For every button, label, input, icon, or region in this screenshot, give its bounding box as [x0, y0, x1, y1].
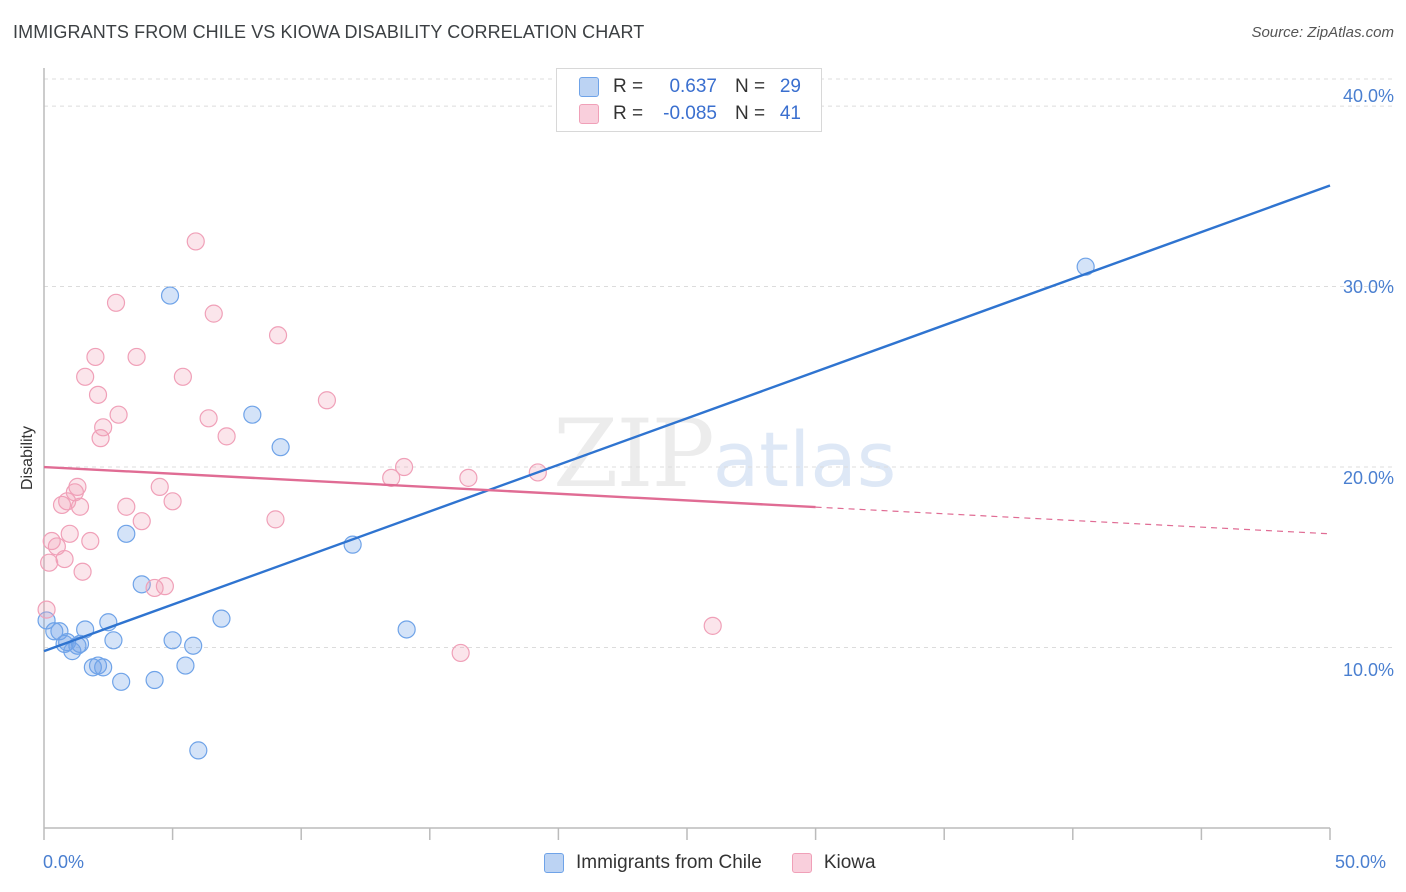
- chile-data-point: [243, 405, 262, 424]
- chile-data-point: [189, 741, 208, 760]
- chile-data-point: [104, 631, 123, 650]
- y-tick-label: 40.0%: [1342, 86, 1394, 106]
- y-tick-label: 30.0%: [1342, 277, 1394, 297]
- legend-swatch-kiowa: [791, 853, 812, 873]
- legend-row-chile: R = 0.637 N = 29: [579, 74, 801, 100]
- legend-r-value: 0.637: [669, 76, 717, 97]
- kiowa-data-point: [703, 616, 722, 635]
- y-axis-label: Disability: [19, 425, 36, 491]
- y-tick-label: 20.0%: [1342, 468, 1394, 488]
- chile-data-point: [145, 670, 164, 690]
- kiowa-data-point: [127, 347, 146, 367]
- kiowa-data-point: [91, 429, 110, 448]
- legend-n-label: N =: [735, 76, 766, 97]
- trend-lines: [43, 184, 1331, 653]
- kiowa-data-point: [186, 232, 205, 251]
- chile-data-point: [94, 658, 113, 677]
- watermark-atlas: atlas: [712, 415, 897, 504]
- kiowa-data-point: [109, 405, 128, 424]
- kiowa-data-point: [394, 457, 414, 477]
- kiowa-data-point: [459, 468, 478, 487]
- kiowa-data-point: [73, 562, 92, 581]
- kiowa-data-point: [81, 531, 100, 551]
- kiowa-data-point: [86, 347, 105, 367]
- legend-r-label: R =: [613, 76, 644, 97]
- kiowa-data-point: [76, 367, 95, 386]
- kiowa-data-point: [106, 293, 126, 312]
- chile-data-point: [117, 524, 136, 543]
- kiowa-data-point: [68, 477, 87, 496]
- kiowa-data-point: [55, 549, 74, 569]
- source-label: Source: ZipAtlas.com: [1251, 24, 1394, 41]
- axes: [43, 68, 1331, 840]
- kiowa-data-point: [266, 510, 285, 529]
- kiowa-data-point: [117, 497, 136, 516]
- chart-title: IMMIGRANTS FROM CHILE VS KIOWA DISABILIT…: [13, 22, 645, 42]
- kiowa-data-point: [317, 391, 337, 410]
- series-legend: Immigrants from Chile Kiowa: [544, 852, 906, 874]
- kiowa-data-point: [204, 304, 223, 323]
- kiowa-data-point: [268, 326, 288, 345]
- legend-row-kiowa: R = -0.085 N = 41: [579, 101, 801, 127]
- legend-swatch-chile: [544, 853, 564, 873]
- chile-data-point: [160, 286, 180, 305]
- kiowa-data-point: [150, 477, 169, 496]
- legend-n-value: 41: [779, 103, 801, 124]
- kiowa-data-point: [42, 531, 61, 551]
- kiowa-data-point: [199, 409, 218, 428]
- kiowa-data-point: [40, 553, 59, 572]
- kiowa-data-point: [60, 524, 79, 543]
- correlation-legend: R = 0.637 N = 29 R = -0.085 N = 41: [556, 68, 822, 132]
- chile-data-point: [397, 620, 416, 639]
- kiowa-data-point: [451, 643, 470, 663]
- gridlines: [44, 78, 1392, 649]
- chile-data-point: [176, 656, 195, 675]
- chile-trend-line: [43, 184, 1331, 653]
- kiowa-data-point: [382, 468, 401, 487]
- kiowa-data-point: [155, 577, 174, 596]
- chile-data-point: [212, 609, 231, 628]
- kiowa-data-point: [173, 367, 192, 386]
- chile-data-point: [184, 636, 203, 655]
- legend-swatch-kiowa: [579, 104, 599, 124]
- x-tick-label: 50.0%: [1335, 852, 1387, 872]
- legend-n-label: N =: [735, 103, 766, 124]
- legend-n-value: 29: [779, 76, 801, 97]
- x-tick-label: 0.0%: [43, 852, 85, 872]
- chile-data-point: [63, 642, 82, 661]
- legend-r-value: -0.085: [663, 103, 717, 124]
- kiowa-data-point: [37, 600, 56, 619]
- kiowa-data-point: [70, 497, 90, 516]
- legend-label-kiowa: Kiowa: [823, 852, 876, 873]
- kiowa-data-point: [217, 427, 236, 446]
- legend-item-chile[interactable]: Immigrants from Chile: [544, 852, 762, 874]
- legend-item-kiowa[interactable]: Kiowa: [791, 852, 876, 874]
- kiowa-data-point: [94, 418, 113, 437]
- chile-data-point: [163, 631, 182, 650]
- kiowa-data-point: [132, 512, 151, 531]
- legend-swatch-chile: [579, 77, 599, 97]
- legend-label-chile: Immigrants from Chile: [576, 852, 762, 873]
- kiowa-data-point: [163, 492, 182, 511]
- chile-data-point: [45, 622, 64, 641]
- y-tick-label: 10.0%: [1342, 660, 1394, 680]
- kiowa-trend-line-extension: [815, 506, 1331, 535]
- kiowa-trend-line: [43, 465, 816, 509]
- data-points: [37, 232, 1095, 760]
- chile-data-point: [112, 672, 131, 691]
- kiowa-data-point: [88, 385, 108, 404]
- chile-data-point: [271, 438, 290, 457]
- legend-r-label: R =: [613, 103, 644, 124]
